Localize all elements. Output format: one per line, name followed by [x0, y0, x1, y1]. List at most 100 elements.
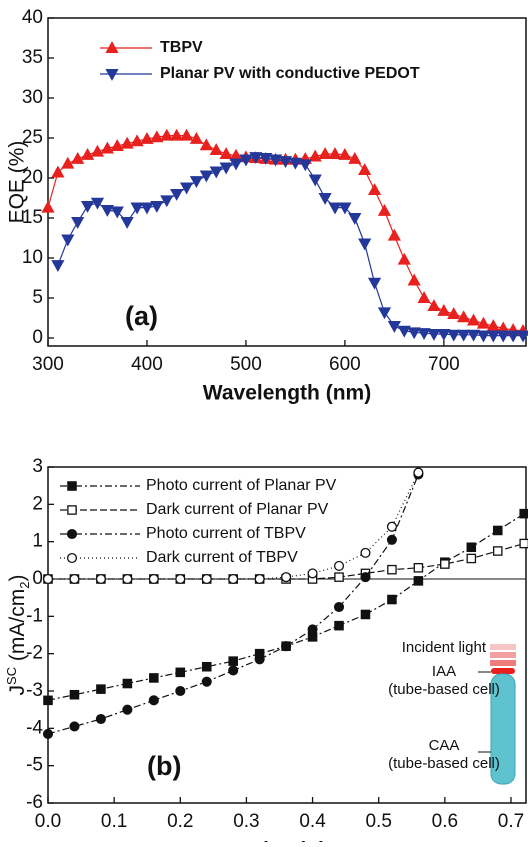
- marker: [228, 665, 239, 676]
- marker: [358, 163, 372, 176]
- y-tick-label: 25: [22, 127, 43, 148]
- y-axis-label-part: J: [6, 685, 29, 696]
- marker: [110, 206, 124, 219]
- marker: [149, 673, 159, 683]
- y-axis-label-part: SC: [4, 667, 19, 685]
- inset-label: (tube-based cell): [388, 755, 500, 772]
- marker: [130, 202, 144, 215]
- marker: [387, 228, 401, 241]
- marker: [228, 656, 238, 666]
- inset-label: IAA: [432, 663, 456, 680]
- marker: [307, 568, 318, 579]
- marker: [95, 713, 106, 725]
- marker: [417, 328, 431, 341]
- y-tick-label: 10: [22, 247, 43, 268]
- marker: [318, 147, 332, 160]
- marker: [278, 156, 293, 169]
- y-tick-label: 40: [22, 7, 43, 28]
- annotation: (b): [147, 751, 181, 781]
- y-tick-label: 20: [22, 167, 43, 188]
- y-tick-label: 30: [22, 87, 43, 108]
- marker: [476, 330, 491, 343]
- y-tick-label: 0: [32, 327, 43, 348]
- marker: [71, 151, 85, 164]
- marker: [209, 166, 223, 179]
- marker: [496, 330, 510, 343]
- marker: [281, 572, 292, 583]
- marker: [486, 319, 500, 332]
- marker: [308, 174, 322, 187]
- marker: [348, 212, 362, 225]
- marker: [466, 553, 477, 564]
- marker: [96, 684, 106, 694]
- marker: [148, 695, 159, 706]
- marker: [120, 216, 134, 229]
- marker: [334, 572, 344, 582]
- marker: [148, 573, 159, 585]
- y-axis-label-part: (mA/cm: [6, 589, 29, 667]
- tube-illustration: [478, 644, 516, 785]
- marker: [492, 546, 503, 556]
- marker: [519, 508, 528, 519]
- y-tick-label: -1: [26, 605, 43, 626]
- legend-marker: [67, 481, 77, 491]
- marker: [201, 661, 212, 672]
- marker: [348, 151, 362, 164]
- marker: [150, 130, 164, 143]
- marker: [358, 238, 372, 251]
- marker: [209, 143, 223, 156]
- marker: [307, 624, 318, 635]
- marker: [160, 128, 174, 141]
- marker: [360, 547, 371, 558]
- marker: [140, 202, 154, 215]
- x-tick-label: 300: [32, 354, 64, 375]
- light-pixels: [490, 652, 516, 658]
- marker: [318, 192, 332, 205]
- marker: [51, 165, 65, 178]
- marker: [189, 176, 204, 189]
- marker: [61, 234, 75, 247]
- marker: [90, 144, 105, 157]
- inset-label: CAA: [429, 737, 460, 754]
- x-axis-label: Bias (V): [248, 839, 326, 842]
- y-tick-label: -5: [26, 755, 43, 776]
- tube-cap: [491, 668, 515, 674]
- marker: [219, 162, 233, 175]
- x-axis-label: Wavelength (nm): [203, 382, 371, 405]
- marker: [80, 200, 95, 213]
- marker: [516, 330, 528, 343]
- y-tick-label: 15: [22, 207, 43, 228]
- marker: [219, 147, 233, 160]
- marker: [457, 329, 471, 342]
- marker: [90, 197, 105, 210]
- marker: [328, 202, 342, 215]
- legend-marker: [105, 68, 119, 81]
- marker: [377, 203, 392, 216]
- marker: [447, 307, 461, 320]
- marker: [150, 200, 164, 213]
- marker: [201, 573, 212, 585]
- marker: [199, 138, 213, 151]
- marker: [437, 328, 451, 341]
- marker: [519, 538, 528, 549]
- marker: [333, 560, 345, 571]
- marker: [308, 149, 322, 162]
- marker: [377, 307, 392, 320]
- marker: [387, 564, 397, 575]
- marker: [201, 676, 212, 687]
- marker: [189, 131, 204, 144]
- marker: [437, 303, 451, 316]
- marker: [41, 200, 55, 213]
- inset-label: (tube-based cell): [388, 681, 500, 698]
- y-tick-label: 1: [32, 531, 43, 552]
- legend-label: TBPV: [160, 39, 203, 56]
- annotation: (a): [125, 301, 158, 331]
- marker: [367, 277, 382, 290]
- marker: [122, 704, 133, 715]
- marker: [175, 685, 186, 697]
- y-axis-label: EQE (%): [6, 141, 29, 224]
- marker: [100, 141, 114, 154]
- x-tick-label: 0.6: [432, 811, 458, 832]
- legend-label: Dark current of TBPV: [146, 549, 298, 566]
- marker: [175, 573, 186, 585]
